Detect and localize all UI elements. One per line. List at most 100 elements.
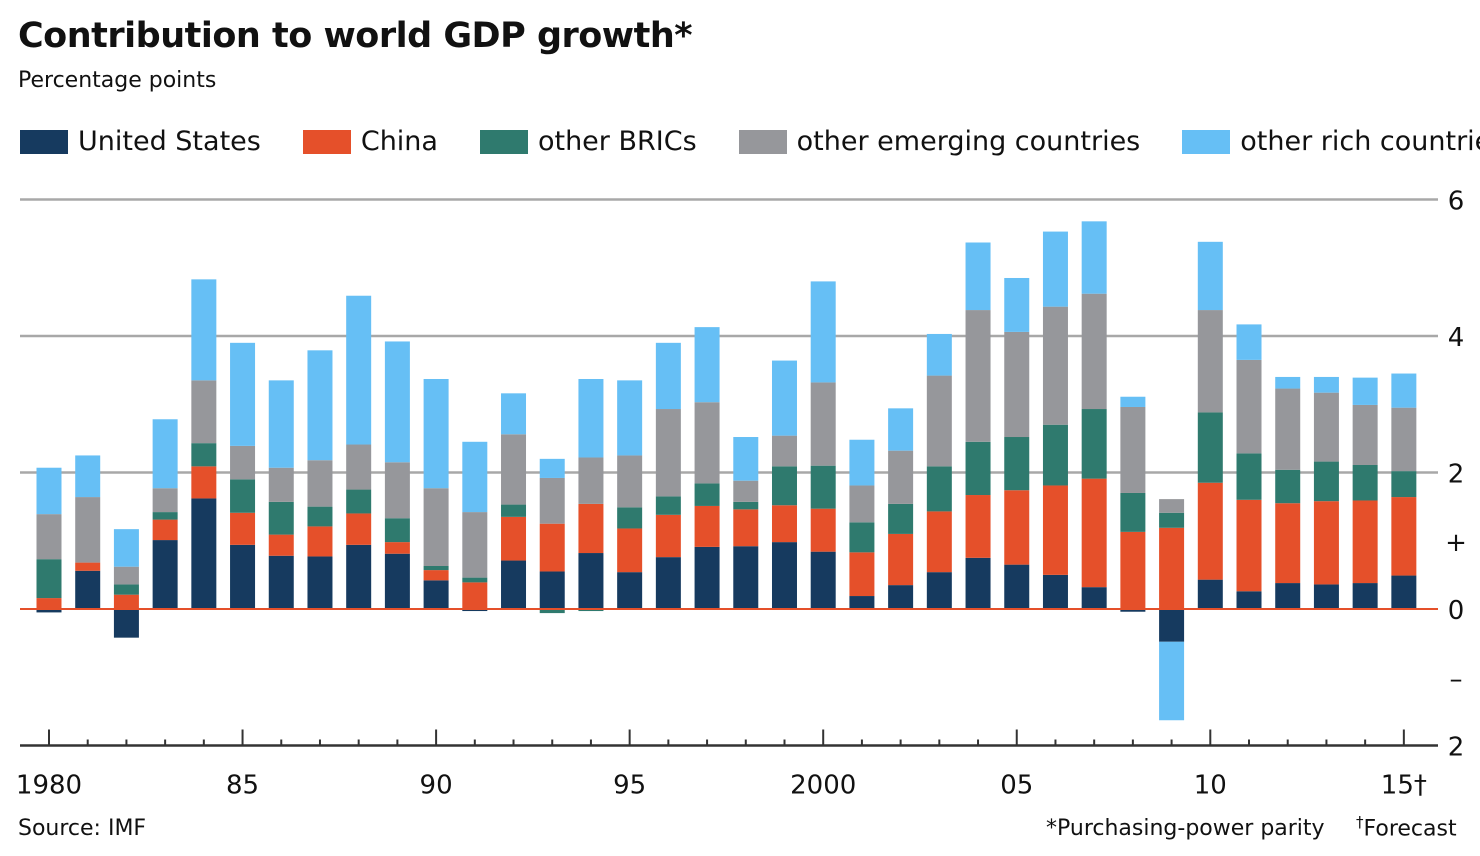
bar-segment-china [75, 562, 101, 571]
bar-segment-united-states [191, 498, 217, 609]
bar-segment-other-brics [1197, 412, 1223, 483]
bar-segment-other-emerging-countries [346, 444, 372, 490]
bar-segment-other-rich-countries [462, 441, 488, 513]
legend-label: other BRICs [537, 126, 697, 157]
bar-segment-other-rich-countries [578, 378, 604, 458]
bar-segment-china [423, 570, 449, 581]
bar-segment-united-states [113, 609, 139, 638]
bar-segment-other-emerging-countries [771, 435, 797, 467]
bar-segment-united-states [1275, 583, 1301, 609]
bar-segment-china [888, 533, 914, 586]
legend-swatch [20, 129, 68, 154]
bar-segment-other-brics [849, 522, 875, 553]
bar-segment-united-states [849, 596, 875, 609]
y-tick-label: 0 [1448, 596, 1465, 626]
bar-segment-other-emerging-countries [926, 375, 952, 467]
bar-segment-united-states [75, 570, 101, 609]
bar-segment-united-states [1004, 564, 1030, 609]
bar-segment-united-states [423, 580, 449, 609]
bar-segment-other-rich-countries [926, 333, 952, 376]
bar-segment-china [694, 505, 720, 547]
bar-segment-other-brics [1004, 437, 1030, 491]
bar-segment-china [152, 519, 178, 541]
bar-segment-united-states [810, 551, 836, 609]
bar-segment-other-emerging-countries [1275, 388, 1301, 470]
bar-segment-other-rich-countries [1391, 373, 1417, 408]
legend-label: United States [78, 126, 261, 157]
bar-segment-other-brics [152, 512, 178, 520]
bar-segment-united-states [307, 556, 333, 609]
bar-segment-other-brics [1352, 464, 1378, 501]
legend-label: other emerging countries [796, 126, 1141, 157]
bar-segment-other-rich-countries [1042, 231, 1068, 307]
bar-segment-united-states [539, 571, 565, 609]
bar-segment-united-states [268, 555, 294, 609]
bar-segment-other-brics [733, 501, 759, 510]
y-tick-label: 6 [1448, 187, 1465, 217]
bar-segment-united-states [462, 609, 488, 612]
bar-segment-other-emerging-countries [1236, 359, 1262, 454]
bar-segment-china [307, 526, 333, 557]
bar-segment-china [926, 511, 952, 573]
bar-segment-other-brics [346, 489, 372, 514]
bar-segment-other-brics [1081, 409, 1107, 479]
bar-segment-other-emerging-countries [1081, 293, 1107, 410]
bar-segment-other-emerging-countries [578, 457, 604, 504]
bar-segment-other-brics [230, 479, 256, 513]
legend-label: other rich countries [1240, 126, 1480, 157]
bar-segment-china [1275, 503, 1301, 584]
x-tick-label: 10 [1194, 771, 1227, 801]
bar-segment-other-emerging-countries [1120, 406, 1146, 493]
bar-segment-united-states [1391, 575, 1417, 609]
bar-segment-other-rich-countries [384, 341, 410, 463]
bar-segment-united-states [152, 540, 178, 609]
bar-segment-other-rich-countries [733, 437, 759, 481]
bar-segment-united-states [926, 572, 952, 609]
bar-segment-other-rich-countries [36, 467, 62, 515]
bar-segment-other-rich-countries [810, 281, 836, 383]
bar-segment-other-brics [888, 503, 914, 534]
bar-segment-united-states [36, 609, 62, 613]
bar-segment-china [810, 508, 836, 552]
bar-segment-china [965, 495, 991, 558]
bar-segment-other-rich-countries [849, 439, 875, 486]
bar-segment-united-states [771, 542, 797, 609]
bar-segment-other-rich-countries [423, 378, 449, 489]
bar-segment-united-states [655, 557, 681, 609]
dagger-mark: † [1356, 813, 1364, 831]
bar-segment-other-brics [1236, 453, 1262, 500]
bar-segment-china [1391, 497, 1417, 576]
bar-segment-other-emerging-countries [501, 434, 527, 505]
bar-segment-other-emerging-countries [1197, 310, 1223, 413]
bar-segment-china [36, 598, 62, 609]
bar-segment-china [1120, 531, 1146, 609]
bar-segment-china [346, 513, 372, 545]
x-tick-label: 2000 [790, 771, 856, 801]
bar-segment-other-rich-countries [1004, 277, 1030, 332]
bar-segment-china [1236, 499, 1262, 592]
bar-segment-other-emerging-countries [384, 462, 410, 519]
bar-segment-other-rich-countries [113, 529, 139, 567]
bar-segment-other-rich-countries [771, 360, 797, 436]
bar-segment-china [1081, 478, 1107, 588]
legend-swatch [479, 129, 528, 154]
bar-segment-other-brics [694, 483, 720, 506]
bar-segment-other-emerging-countries [423, 488, 449, 567]
bar-segment-other-emerging-countries [152, 488, 178, 513]
bar-segment-other-emerging-countries [655, 409, 681, 497]
bar-segment-united-states [230, 544, 256, 609]
bar-segment-china [617, 528, 643, 573]
bar-segment-other-brics [1120, 492, 1146, 532]
bar-segment-other-rich-countries [539, 458, 565, 478]
legend-item-other-rich: other rich countries [1182, 126, 1480, 157]
bar-segment-united-states [694, 546, 720, 609]
bar-segment-other-rich-countries [268, 380, 294, 468]
bar-segment-united-states [1159, 609, 1185, 642]
x-tick-label: 90 [420, 771, 453, 801]
bar-segment-other-brics [1313, 461, 1339, 502]
bar-segment-china [501, 516, 527, 561]
x-tick-label: 05 [1000, 771, 1033, 801]
y-tick-label: – [1450, 664, 1463, 694]
bar-segment-other-rich-countries [694, 327, 720, 403]
